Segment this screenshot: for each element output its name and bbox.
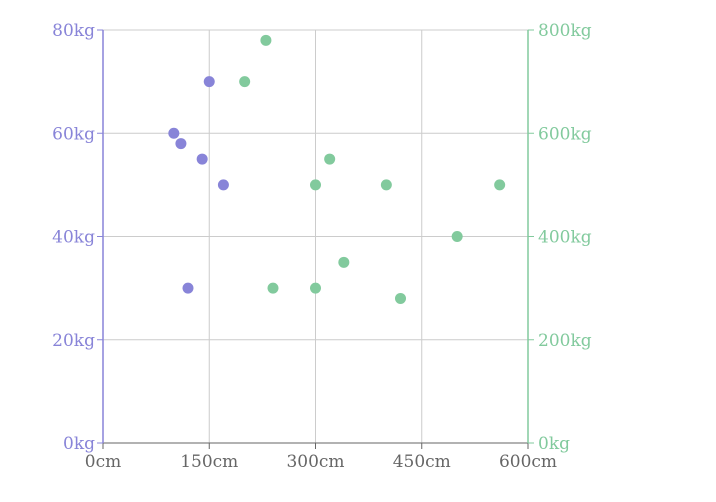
right-series-point[interactable] [380, 179, 392, 191]
right-series-point[interactable] [494, 179, 506, 191]
left-series-point[interactable] [168, 127, 180, 139]
right-series-point[interactable] [260, 34, 272, 46]
right-series-point[interactable] [338, 256, 350, 268]
x-tick-label: 300cm [286, 452, 344, 472]
left-series-point[interactable] [175, 138, 187, 150]
left-series-point[interactable] [203, 76, 215, 88]
data-points [168, 34, 506, 304]
left-series-point[interactable] [196, 153, 208, 165]
x-tick-label: 600cm [499, 452, 557, 472]
tick-labels: 0cm 150cm 300cm 450cm 600cm0kg20kg40kg60kg80… [52, 21, 592, 472]
right-series-point[interactable] [310, 179, 321, 191]
grid [102, 29, 529, 444]
left-series-point[interactable] [182, 282, 194, 294]
y-left-tick-label: 20kg [52, 331, 95, 351]
y-right-tick-label: 200kg [538, 331, 592, 351]
right-series-point[interactable] [267, 282, 279, 294]
right-series-point[interactable] [395, 292, 406, 304]
y-left-tick-label: 60kg [52, 124, 95, 144]
y-right-tick-label: 800kg [538, 21, 592, 41]
left-series-point[interactable] [217, 179, 229, 191]
right-series-point[interactable] [324, 153, 336, 165]
y-left-tick-label: 0kg [63, 434, 95, 454]
right-series-point[interactable] [451, 231, 463, 242]
axes [97, 29, 534, 449]
right-series-point[interactable] [239, 76, 251, 88]
x-tick-label: 450cm [393, 452, 451, 472]
x-tick-label: 0cm [85, 452, 121, 472]
y-right-tick-label: 600kg [538, 124, 592, 144]
y-left-tick-label: 80kg [52, 21, 95, 41]
y-left-tick-label: 40kg [52, 228, 95, 248]
y-right-tick-label: 0kg [538, 434, 570, 454]
right-series-point[interactable] [310, 282, 321, 294]
y-right-tick-label: 400kg [538, 228, 592, 248]
x-tick-label: 150cm [180, 452, 238, 472]
